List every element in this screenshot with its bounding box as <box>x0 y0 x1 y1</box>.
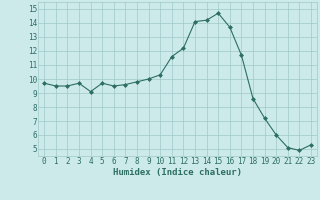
X-axis label: Humidex (Indice chaleur): Humidex (Indice chaleur) <box>113 168 242 177</box>
